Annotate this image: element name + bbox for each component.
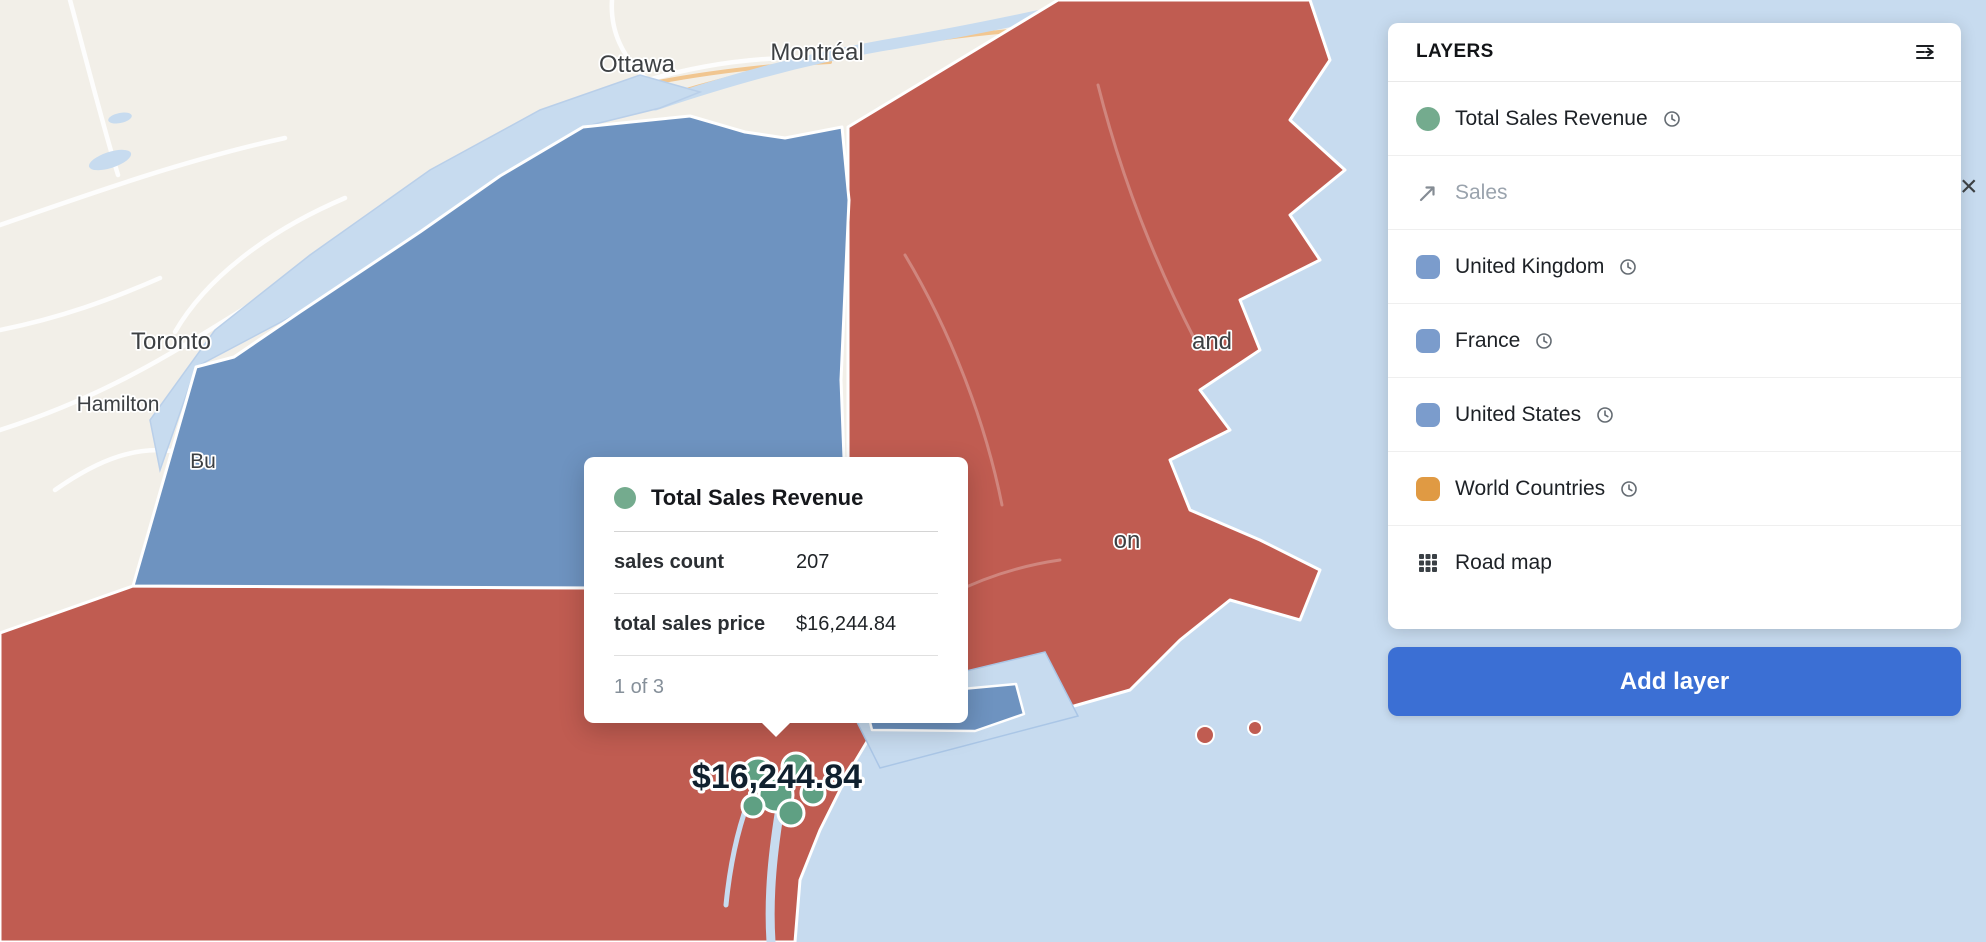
map-label-ottawa: Ottawa — [599, 51, 676, 78]
map-label-portland-partial: and — [1192, 328, 1232, 355]
layer-swatch — [1416, 106, 1440, 131]
feature-popup: Total Sales Revenue sales count 207 tota… — [584, 457, 968, 737]
layer-swatch — [1416, 402, 1440, 427]
stat-value: 207 — [796, 551, 830, 573]
layer-color-dot — [614, 487, 636, 509]
popup-divider — [614, 531, 938, 532]
layers-panel-header: LAYERS — [1388, 23, 1961, 82]
clock-icon — [1620, 258, 1637, 275]
layer-item-united-states[interactable]: United States — [1388, 378, 1961, 452]
popup-header: Total Sales Revenue — [614, 485, 938, 531]
clock-icon — [1536, 332, 1553, 349]
popup-stat-row: total sales price $16,244.84 — [614, 594, 938, 656]
layer-label: Road map — [1455, 550, 1552, 574]
map-label-buffalo-partial: Bu — [190, 450, 216, 473]
layer-swatch — [1416, 476, 1440, 501]
layer-label: World Countries — [1455, 476, 1606, 500]
layer-swatch — [1416, 254, 1440, 279]
st-lawrence-river — [649, 6, 1061, 111]
stat-label: sales count — [614, 551, 725, 573]
clear-sales-icon[interactable]: × — [1960, 170, 1978, 203]
popup-pagination[interactable]: 1 of 3 — [614, 676, 665, 698]
layer-label: France — [1455, 328, 1521, 352]
layer-item-france[interactable]: France — [1388, 304, 1961, 378]
popup-title: Total Sales Revenue — [651, 485, 864, 510]
grid-icon — [1419, 553, 1437, 572]
marker-price-label: $16,244.84 — [692, 758, 862, 796]
map-label-hamilton: Hamilton — [77, 393, 160, 416]
layer-item-total-sales-revenue[interactable]: Total Sales Revenue — [1388, 82, 1961, 156]
layer-swatch — [1416, 328, 1440, 353]
add-layer-button[interactable]: Add layer — [1388, 647, 1961, 716]
layers-panel-title: LAYERS — [1416, 41, 1494, 62]
popup-stat-row: sales count 207 — [614, 532, 938, 594]
map-label-toronto: Toronto — [131, 328, 211, 355]
clock-icon — [1663, 110, 1680, 127]
popup-tail — [762, 723, 790, 737]
stat-value: $16,244.84 — [796, 613, 897, 635]
layer-label: Total Sales Revenue — [1455, 106, 1648, 130]
layer-item-world-countries[interactable]: World Countries — [1388, 452, 1961, 526]
coastal-islands — [1195, 720, 1263, 745]
clock-icon — [1597, 406, 1613, 423]
layer-item-sales[interactable]: Sales — [1388, 156, 1961, 230]
layers-panel: LAYERS Total Sales Revenue Sales United … — [1388, 23, 1961, 629]
layer-item-united-kingdom[interactable]: United Kingdom — [1388, 230, 1961, 304]
map-label-montreal: Montréal — [770, 39, 863, 66]
stat-label: total sales price — [614, 613, 766, 635]
sales-cluster-marker[interactable] — [740, 751, 827, 828]
line-tool-icon — [1419, 185, 1435, 201]
layer-label: United States — [1455, 402, 1582, 426]
map-label-boston-partial: on — [1114, 527, 1141, 554]
layer-label: Sales — [1455, 180, 1508, 204]
layer-item-road-map[interactable]: Road map — [1388, 526, 1961, 599]
layer-label: United Kingdom — [1455, 254, 1605, 278]
collapse-panel-icon[interactable] — [1913, 40, 1937, 64]
clock-icon — [1621, 480, 1637, 497]
